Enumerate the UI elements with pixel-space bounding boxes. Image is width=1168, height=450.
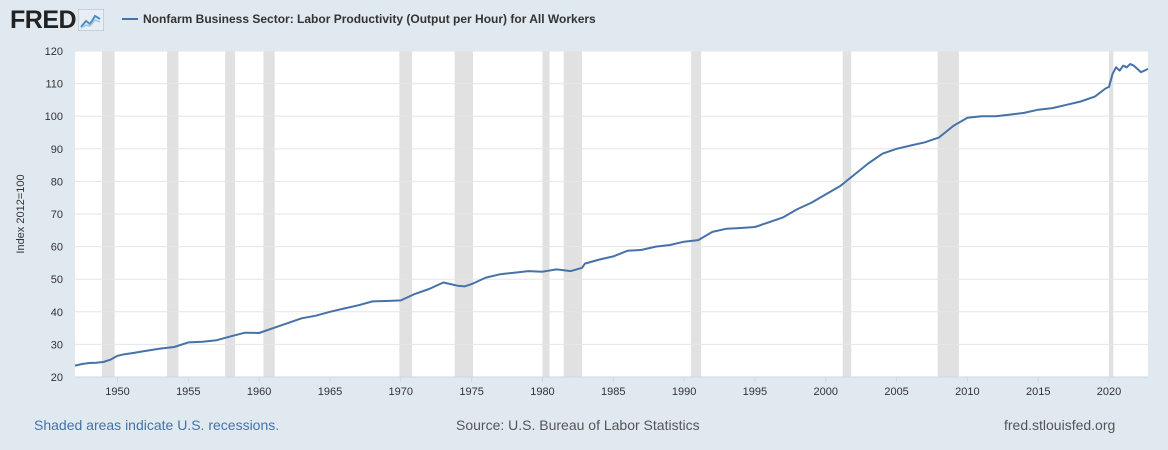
y-tick-label: 20 <box>51 372 63 384</box>
line-graph-icon <box>78 9 105 31</box>
y-axis-ticks: 20 30 40 50 60 70 80 90 100 110 120 <box>45 46 63 384</box>
source-text: Source: U.S. Bureau of Labor Statistics <box>456 417 700 433</box>
x-tick-label: 2015 <box>1026 386 1050 398</box>
chart-footer: Shaded areas indicate U.S. recessions. S… <box>0 412 1168 436</box>
x-tick-label: 1960 <box>247 386 271 398</box>
y-tick-label: 100 <box>45 111 63 123</box>
x-tick-label: 1950 <box>105 386 129 398</box>
gridlines <box>75 50 1148 378</box>
chart-header: FRED Nonfarm Business Sector: Labor Prod… <box>0 0 1168 40</box>
x-tick-label: 2010 <box>955 386 979 398</box>
x-tick-label: 1995 <box>743 386 767 398</box>
y-tick-label: 30 <box>51 339 63 351</box>
x-axis-ticks: 1950 1955 1960 1965 1970 1975 1980 1985 1990 1995… <box>75 376 1148 398</box>
chart-legend: Nonfarm Business Sector: Labor Productiv… <box>122 12 596 26</box>
series-layer <box>74 63 1149 367</box>
x-tick-label: 2005 <box>884 386 908 398</box>
x-tick-label: 1955 <box>176 386 200 398</box>
y-tick-label: 40 <box>51 307 63 319</box>
site-link[interactable]: fred.stlouisfed.org <box>1004 417 1116 433</box>
y-axis-title: Index 2012=100 <box>15 174 27 253</box>
x-tick-label: 1990 <box>672 386 696 398</box>
y-tick-label: 50 <box>51 274 63 286</box>
y-tick-label: 60 <box>51 242 63 254</box>
x-tick-label: 1975 <box>459 386 483 398</box>
y-tick-label: 110 <box>45 79 63 91</box>
y-tick-label: 120 <box>45 46 63 58</box>
x-tick-label: 1970 <box>389 386 413 398</box>
series-line <box>74 63 1149 367</box>
logo-text: FRED <box>10 6 77 34</box>
y-tick-label: 70 <box>51 209 63 221</box>
legend-label: Nonfarm Business Sector: Labor Productiv… <box>143 12 596 26</box>
x-tick-label: 1965 <box>318 386 342 398</box>
x-tick-label: 1985 <box>601 386 625 398</box>
recession-note: Shaded areas indicate U.S. recessions. <box>34 417 280 433</box>
legend-swatch <box>122 18 138 20</box>
x-tick-label: 2000 <box>814 386 838 398</box>
y-tick-label: 90 <box>51 144 63 156</box>
x-tick-label: 1980 <box>530 386 554 398</box>
fred-logo[interactable]: FRED <box>10 6 105 34</box>
y-tick-label: 80 <box>51 176 63 188</box>
x-tick-label: 2020 <box>1097 386 1121 398</box>
